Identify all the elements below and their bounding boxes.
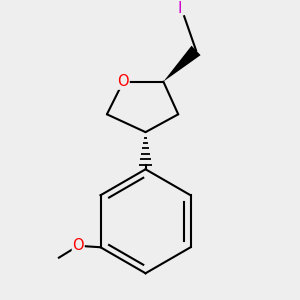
Text: I: I — [178, 1, 182, 16]
Text: O: O — [117, 74, 129, 89]
Text: O: O — [72, 238, 84, 253]
Polygon shape — [164, 46, 201, 82]
